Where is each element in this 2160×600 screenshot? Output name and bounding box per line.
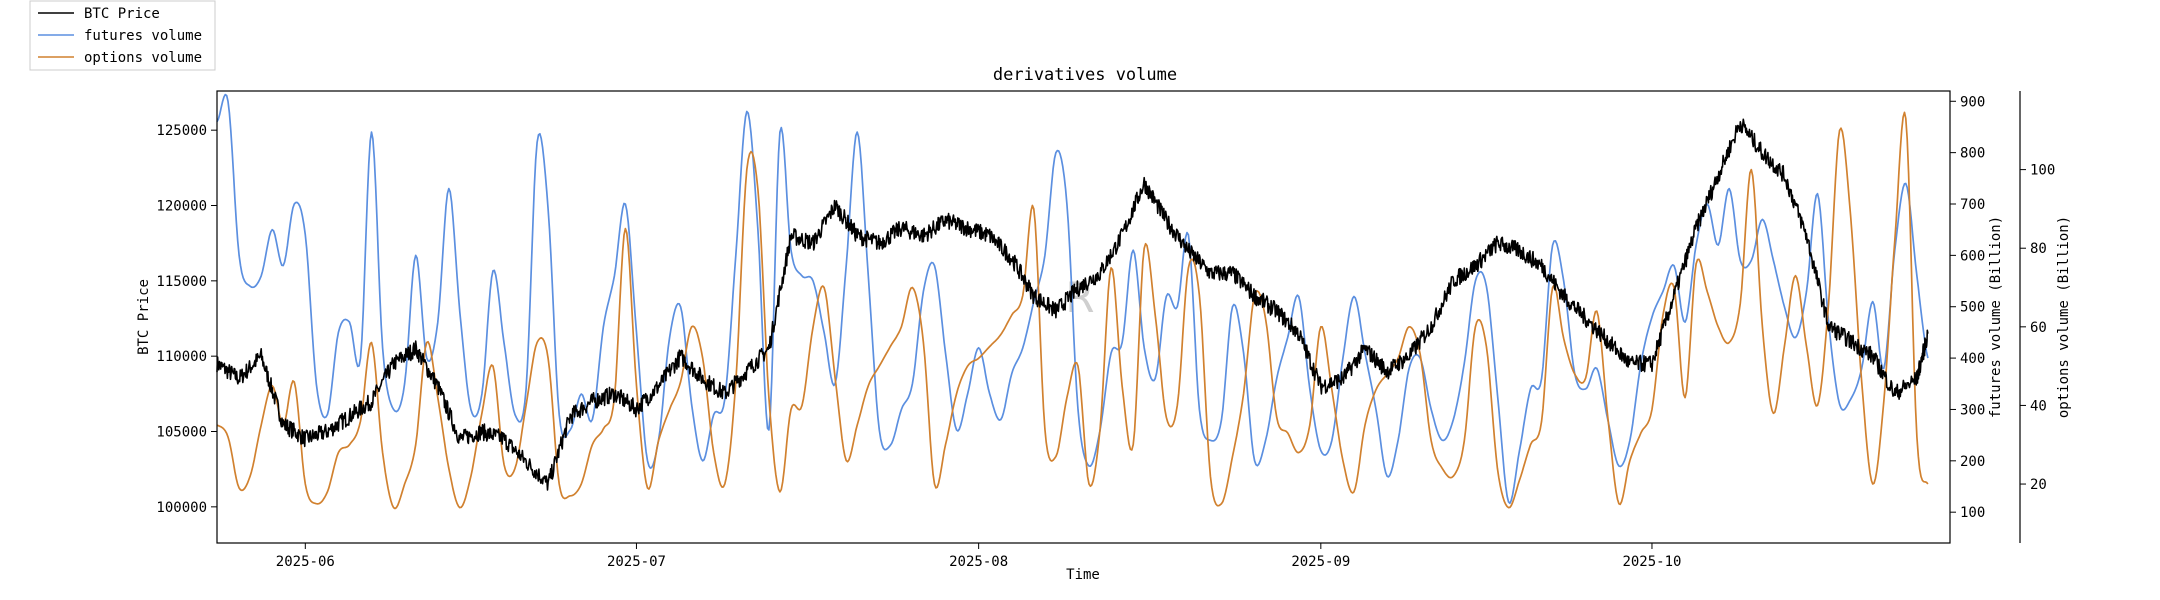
y-right2-tick-label: 60	[2030, 320, 2047, 336]
y-axis-left: 100000 105000 110000 115000 120000 125000	[156, 123, 217, 516]
x-tick-label: 2025-09	[1291, 554, 1350, 570]
y-axis-right2: 20 40 60 80 100	[2019, 91, 2055, 543]
y-left-tick-label: 125000	[156, 123, 207, 139]
y-right2-tick-label: 80	[2030, 241, 2047, 257]
y-right-tick-label: 100	[1960, 505, 1985, 521]
x-tick-label: 2025-08	[949, 554, 1008, 570]
y-right2-tick-label: 20	[2030, 477, 2047, 493]
x-tick-label: 2025-10	[1622, 554, 1681, 570]
y-right-tick-label: 500	[1960, 300, 1985, 316]
legend: BTC Price futures volume options volume	[29, 0, 216, 71]
y-axis-right: 100 200 300 400 500 600 700 800 900	[1950, 94, 1985, 521]
x-axis-label: Time	[1066, 567, 1100, 583]
y-left-tick-label: 100000	[156, 500, 207, 516]
series-layer	[216, 93, 1929, 510]
y-axis-right2-label: options volume (Billion)	[2056, 216, 2072, 418]
y-right2-tick-label: 100	[2030, 163, 2055, 179]
x-axis: 2025-06 2025-07 2025-08 2025-09 2025-10	[276, 543, 1681, 570]
legend-label-futures-volume: futures volume	[84, 28, 202, 44]
y-left-tick-label: 105000	[156, 425, 207, 441]
series-line-options-volume	[216, 111, 1929, 510]
series-line-btc-price	[216, 118, 1929, 491]
legend-label-btc-price: BTC Price	[84, 6, 160, 22]
y-right-tick-label: 900	[1960, 94, 1985, 110]
x-tick-label: 2025-06	[276, 554, 335, 570]
y-left-tick-label: 120000	[156, 199, 207, 215]
y-axis-right-label: futures volume (Billion)	[1988, 216, 2004, 418]
y-right-tick-label: 600	[1960, 248, 1985, 264]
y-right-tick-label: 800	[1960, 146, 1985, 162]
legend-label-options-volume: options volume	[84, 50, 202, 66]
y-left-tick-label: 115000	[156, 274, 207, 290]
series-line-futures-volume	[216, 93, 1929, 505]
x-tick-label: 2025-07	[607, 554, 666, 570]
y-right-tick-label: 300	[1960, 402, 1985, 418]
y-right-tick-label: 700	[1960, 197, 1985, 213]
y-right-tick-label: 200	[1960, 454, 1985, 470]
plot-frame	[216, 90, 1951, 544]
y-right2-tick-label: 40	[2030, 398, 2047, 414]
y-right-tick-label: 400	[1960, 351, 1985, 367]
y-axis-left-label: BTC Price	[136, 279, 152, 355]
y-left-tick-label: 110000	[156, 349, 207, 365]
chart-title: derivatives volume	[993, 65, 1177, 85]
